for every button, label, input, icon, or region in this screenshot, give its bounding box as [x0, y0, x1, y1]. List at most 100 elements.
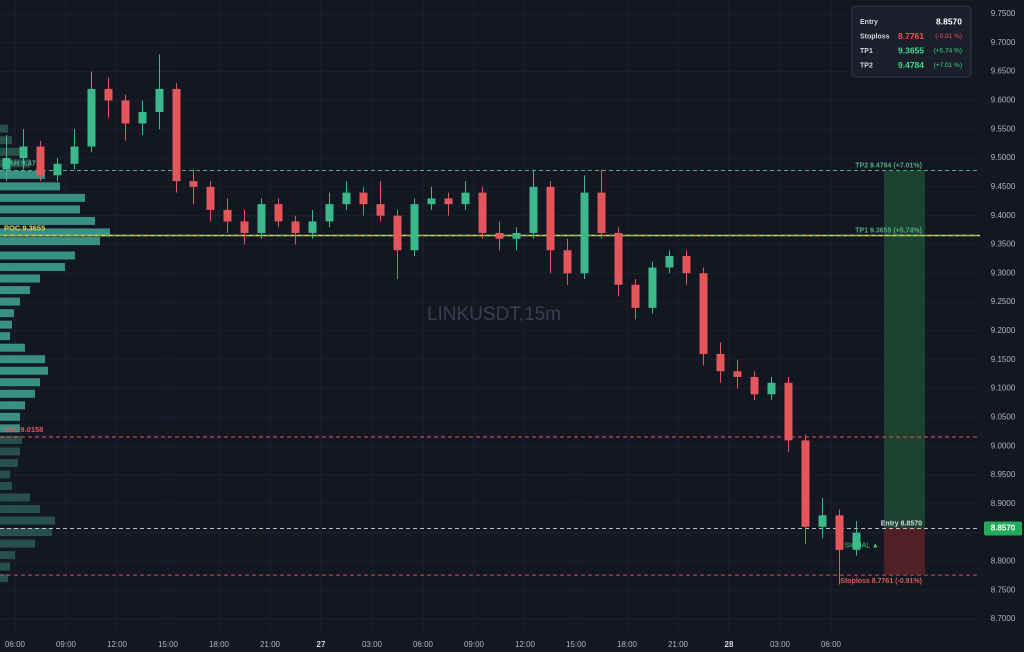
candle-body: [597, 192, 606, 233]
x-tick-label: 03:00: [770, 640, 791, 649]
candle-body: [19, 146, 28, 159]
volume-profile-bar: [0, 159, 30, 168]
volume-profile-bar: [0, 320, 12, 329]
volume-profile-bar: [0, 481, 12, 490]
y-tick-label: 9.2500: [991, 297, 1016, 306]
candle-body: [36, 146, 45, 176]
info-label: Entry: [860, 19, 878, 26]
info-price: 8.8570: [936, 16, 962, 26]
info-price: 9.4784: [898, 60, 924, 70]
info-price: 8.7761: [898, 31, 924, 41]
candle-body: [495, 232, 504, 239]
candle-body: [512, 232, 521, 239]
volume-profile-bar: [0, 309, 14, 318]
volume-profile-bar: [0, 574, 8, 583]
x-tick-label: 03:00: [362, 640, 383, 649]
candle-body: [121, 100, 130, 124]
volume-profile-bar: [0, 562, 10, 571]
y-tick-label: 9.6000: [991, 96, 1016, 105]
x-tick-label: 06:00: [5, 640, 26, 649]
candle-body: [665, 256, 674, 268]
volume-profile-bar: [0, 424, 20, 433]
info-label: Stoploss: [860, 33, 890, 40]
candle-body: [138, 111, 147, 124]
candle-body: [852, 532, 861, 550]
x-tick-label: 21:00: [668, 640, 689, 649]
candle-body: [733, 371, 742, 378]
volume-profile-bar: [0, 505, 40, 514]
x-tick-label: 09:00: [464, 640, 485, 649]
info-price: 9.3655: [898, 45, 924, 55]
x-tick-label: 06:00: [413, 640, 434, 649]
candle-body: [53, 163, 62, 176]
volume-profile-bar: [0, 274, 40, 283]
trade-label: Entry 8.8570: [881, 520, 922, 527]
volume-profile-bar: [0, 458, 18, 467]
candle-body: [478, 192, 487, 233]
candle-body: [189, 181, 198, 187]
candle-body: [359, 192, 368, 205]
y-tick-label: 9.6500: [991, 67, 1016, 76]
level-label: VAH 9.4784: [4, 158, 45, 167]
info-panel: [851, 5, 972, 78]
volume-profile-bar: [0, 297, 20, 306]
volume-profile-bar: [0, 378, 40, 387]
trade-label: TP1 9.3655 (+5.74%): [855, 227, 922, 234]
last-price-label: 8.8570: [991, 524, 1016, 533]
y-tick-label: 9.0500: [991, 412, 1016, 421]
volume-profile-bar: [0, 447, 20, 456]
x-tick-label: 21:00: [260, 640, 281, 649]
y-tick-label: 9.4000: [991, 211, 1016, 220]
candle-body: [155, 88, 164, 112]
x-tick-label: 12:00: [515, 640, 536, 649]
volume-profile-bar: [0, 170, 45, 179]
candle-body: [461, 192, 470, 205]
candle-body: [291, 221, 300, 233]
y-tick-label: 9.3500: [991, 240, 1016, 249]
volume-profile-bar: [0, 516, 55, 525]
candle-body: [784, 382, 793, 441]
candle-body: [529, 186, 538, 233]
y-tick-label: 9.2000: [991, 326, 1016, 335]
candle-body: [223, 209, 232, 222]
volume-profile-bar: [0, 412, 20, 421]
candle-body: [648, 267, 657, 308]
y-tick-label: 9.5500: [991, 124, 1016, 133]
take-profit-zone: [884, 170, 925, 529]
x-tick-label: 15:00: [566, 640, 587, 649]
level-label: VAL 9.0158: [4, 425, 43, 434]
volume-profile-bar: [0, 528, 52, 537]
volume-profile-bar: [0, 401, 25, 410]
y-tick-label: 9.3000: [991, 268, 1016, 277]
candle-body: [546, 186, 555, 251]
volume-profile-bar: [0, 286, 30, 295]
volume-profile-bar: [0, 216, 95, 225]
info-change: (+7.01 %): [934, 62, 962, 69]
x-tick-label: 15:00: [158, 640, 179, 649]
y-tick-label: 9.1500: [991, 355, 1016, 364]
x-tick-label: 09:00: [56, 640, 77, 649]
candle-body: [70, 146, 79, 164]
y-tick-label: 8.9500: [991, 470, 1016, 479]
candle-body: [325, 204, 334, 222]
volume-profile-bar: [0, 435, 22, 444]
signal-label: SIGNAL ▲: [844, 542, 878, 549]
volume-profile-bar: [0, 147, 20, 156]
x-tick-label: 18:00: [209, 640, 230, 649]
candle-body: [750, 377, 759, 395]
watermark: LINKUSDT,15m: [427, 304, 561, 325]
candle-body: [563, 250, 572, 274]
info-label: TP2: [860, 62, 873, 69]
candle-body: [716, 353, 725, 372]
volume-profile-bar: [0, 355, 45, 364]
candle-body: [342, 192, 351, 205]
volume-profile-bar: [0, 263, 65, 272]
candle-body: [767, 382, 776, 395]
volume-profile-bar: [0, 366, 48, 375]
x-tick-label: 12:00: [107, 640, 128, 649]
volume-profile-bar: [0, 551, 15, 560]
candle-body: [87, 88, 96, 147]
candle-body: [206, 186, 215, 210]
volume-profile-bar: [0, 237, 100, 246]
